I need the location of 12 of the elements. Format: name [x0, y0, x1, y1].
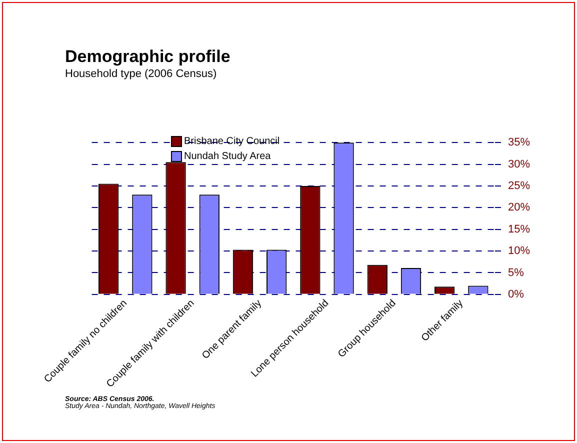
chart-subtitle: Household type (2006 Census) [65, 68, 217, 80]
chart-title: Demographic profile [65, 47, 230, 67]
y-tick-label: 20% [508, 202, 530, 214]
legend-label: Brisbane City Council [184, 136, 280, 147]
y-tick-label: 5% [508, 266, 524, 279]
y-tick-label: 0% [508, 288, 524, 300]
legend-label: Nundah Study Area [184, 151, 271, 162]
y-tick-label: 10% [508, 245, 530, 258]
y-tick-label: 35% [508, 136, 530, 149]
y-tick-label: 30% [508, 158, 530, 170]
y-tick-label: 25% [508, 180, 530, 192]
y-tick-label: 15% [508, 223, 530, 236]
